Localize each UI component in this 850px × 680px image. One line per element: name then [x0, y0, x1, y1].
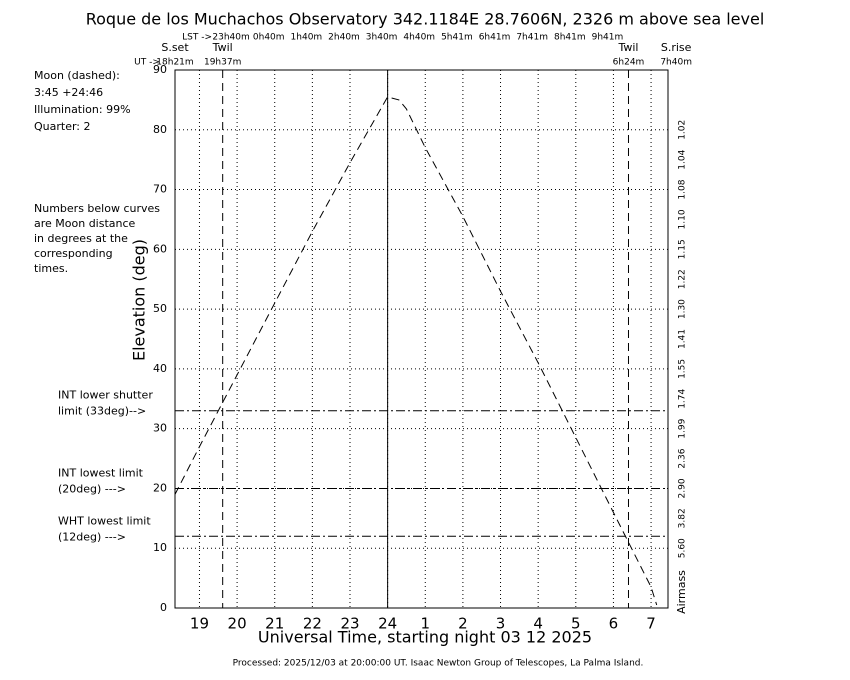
- lst-tick-label: 0h40m: [253, 33, 285, 43]
- airmass-label: 1.55: [678, 359, 688, 379]
- y-tick-label: 50: [153, 302, 167, 315]
- airmass-label: 1.41: [678, 329, 688, 349]
- airmass-label: 1.10: [678, 209, 688, 229]
- airmass-label: 2.90: [678, 478, 688, 498]
- limit-label: WHT lowest limit: [58, 514, 151, 527]
- y-tick-label: 0: [160, 601, 167, 614]
- y-tick-label: 30: [153, 422, 167, 435]
- airmass-label: 1.15: [678, 239, 688, 259]
- note: Moon (dashed):: [34, 69, 120, 82]
- airmass-label: 3.82: [678, 508, 688, 528]
- note: corresponding: [34, 247, 113, 260]
- limit-label: (20deg) --->: [58, 482, 126, 495]
- y-tick-label: 10: [153, 541, 167, 554]
- x-tick-label: 2: [458, 615, 468, 633]
- note: Numbers below curves: [34, 202, 160, 215]
- x-tick-label: 20: [228, 615, 247, 633]
- y-tick-label: 90: [153, 63, 167, 76]
- x-axis-label: Universal Time, starting night 03 12 202…: [258, 628, 592, 647]
- x-tick-label: 4: [533, 615, 543, 633]
- airmass-title: Airmass: [675, 570, 688, 614]
- limit-label: limit (33deg)-->: [58, 405, 146, 418]
- y-tick-label: 70: [153, 183, 167, 196]
- x-tick-label: 7: [646, 615, 656, 633]
- lst-tick-label: 23h40m: [212, 33, 249, 43]
- x-tick-label: 24: [378, 615, 397, 633]
- moon-curve: [174, 96, 658, 606]
- x-tick-label: 6: [609, 615, 619, 633]
- x-tick-label: 1: [420, 615, 430, 633]
- chart-title: Roque de los Muchachos Observatory 342.1…: [86, 10, 765, 29]
- lst-tick-label: 1h40m: [291, 33, 323, 43]
- note: Illumination: 99%: [34, 103, 131, 116]
- limit-label: (12deg) --->: [58, 530, 126, 543]
- lst-label: LST ->: [182, 33, 212, 43]
- lst-tick-label: 2h40m: [328, 33, 360, 43]
- note: 3:45 +24:46: [34, 86, 103, 99]
- airmass-label: 1.02: [678, 120, 688, 140]
- event-time: 19h37m: [204, 58, 241, 68]
- x-tick-label: 23: [340, 615, 359, 633]
- lst-tick-label: 5h41m: [441, 33, 473, 43]
- airmass-label: 1.74: [678, 388, 688, 408]
- y-tick-label: 40: [153, 362, 167, 375]
- lst-tick-label: 3h40m: [366, 33, 398, 43]
- x-tick-label: 22: [303, 615, 322, 633]
- lst-tick-label: 8h41m: [554, 33, 586, 43]
- airmass-label: 1.99: [678, 418, 688, 438]
- event-name: S.rise: [661, 41, 692, 54]
- event-name: S.set: [161, 41, 189, 54]
- airmass-label: 1.08: [678, 179, 688, 199]
- lst-tick-label: 4h40m: [403, 33, 435, 43]
- event-time: 6h24m: [613, 58, 645, 68]
- footer: Processed: 2025/12/03 at 20:00:00 UT. Is…: [233, 659, 644, 669]
- event-time: 18h21m: [156, 58, 193, 68]
- ut-label: UT ->: [134, 58, 160, 68]
- x-tick-label: 19: [190, 615, 209, 633]
- y-tick-label: 60: [153, 242, 167, 255]
- x-tick-label: 5: [571, 615, 581, 633]
- lst-tick-label: 7h41m: [516, 33, 548, 43]
- airmass-label: 1.04: [678, 149, 688, 169]
- y-tick-label: 20: [153, 481, 167, 494]
- plot-frame: [174, 69, 669, 609]
- limit-label: INT lower shutter: [58, 389, 153, 402]
- lst-tick-label: 9h41m: [592, 33, 624, 43]
- airmass-label: 2.36: [678, 448, 688, 468]
- event-time: 7h40m: [660, 58, 692, 68]
- y-axis-label: Elevation (deg): [130, 239, 149, 361]
- lst-tick-label: 6h41m: [479, 33, 511, 43]
- event-name: Twil: [212, 41, 233, 54]
- x-tick-label: 3: [496, 615, 506, 633]
- airmass-label: 1.30: [678, 299, 688, 319]
- note: in degrees at the: [34, 232, 128, 245]
- event-name: Twil: [617, 41, 638, 54]
- limit-label: INT lowest limit: [58, 466, 144, 479]
- airmass-label: 5.60: [678, 538, 688, 558]
- airmass-label: 1.22: [678, 269, 688, 289]
- note: times.: [34, 262, 68, 275]
- x-tick-label: 21: [265, 615, 284, 633]
- y-tick-label: 80: [153, 123, 167, 136]
- note: are Moon distance: [34, 217, 136, 230]
- note: Quarter: 2: [34, 120, 91, 133]
